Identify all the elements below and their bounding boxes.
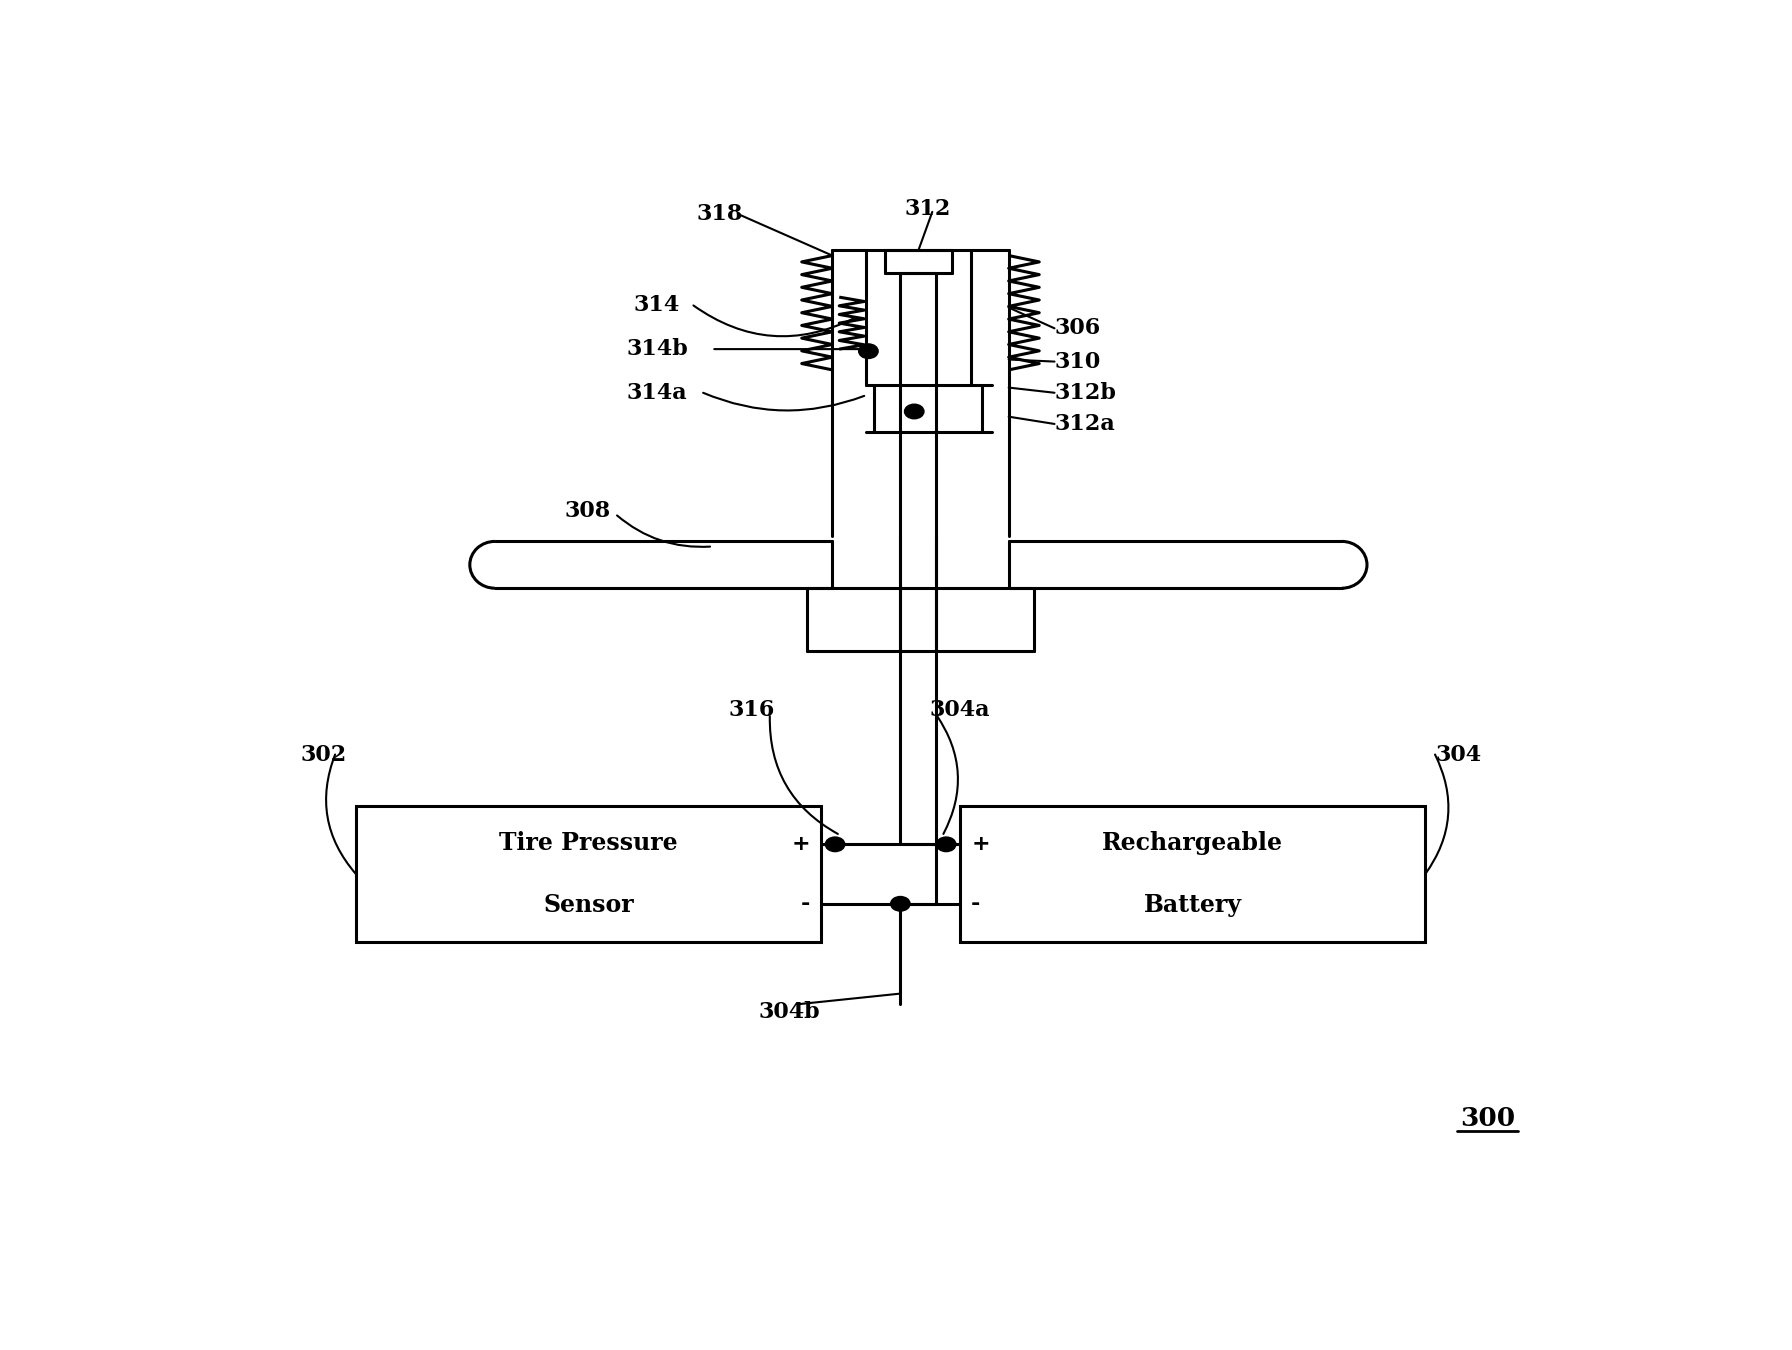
Circle shape — [937, 837, 955, 852]
Text: 312: 312 — [905, 198, 952, 220]
Text: 304: 304 — [1435, 744, 1482, 765]
Text: 314b: 314b — [627, 338, 688, 360]
Text: -: - — [801, 894, 810, 914]
Circle shape — [858, 344, 878, 359]
Text: 316: 316 — [728, 699, 774, 721]
Bar — [357, 806, 821, 942]
Text: 312a: 312a — [1054, 413, 1115, 435]
Text: +: + — [971, 834, 989, 855]
Text: 304b: 304b — [758, 1002, 821, 1023]
Text: +: + — [792, 834, 810, 855]
Text: 306: 306 — [1054, 317, 1100, 339]
Text: 308: 308 — [564, 501, 611, 522]
Circle shape — [826, 837, 844, 852]
Text: 300: 300 — [1460, 1106, 1516, 1131]
Text: Battery: Battery — [1143, 894, 1242, 917]
Text: 312b: 312b — [1054, 382, 1116, 404]
Circle shape — [891, 896, 910, 911]
Text: 314a: 314a — [627, 382, 688, 404]
Text: 310: 310 — [1054, 351, 1100, 373]
Text: Sensor: Sensor — [543, 894, 634, 917]
Text: 318: 318 — [697, 202, 742, 225]
Text: 302: 302 — [301, 744, 346, 765]
Text: 314: 314 — [634, 294, 679, 316]
Bar — [961, 806, 1425, 942]
Circle shape — [905, 404, 925, 418]
Text: 304a: 304a — [930, 699, 989, 721]
Text: -: - — [971, 894, 980, 914]
Text: Tire Pressure: Tire Pressure — [500, 830, 677, 855]
Text: Rechargeable: Rechargeable — [1102, 830, 1283, 855]
